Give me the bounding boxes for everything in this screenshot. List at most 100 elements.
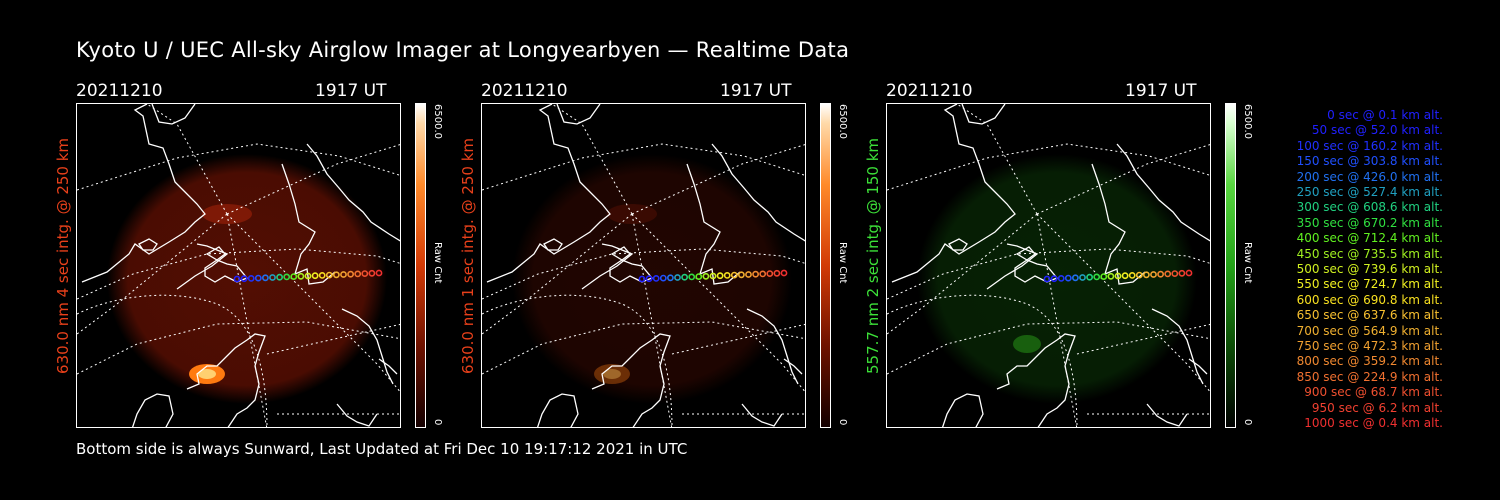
grid-line xyxy=(1036,213,1210,393)
track-point xyxy=(759,270,767,278)
panel-2-time: 1917 UT xyxy=(720,81,792,101)
grid-line xyxy=(482,213,633,335)
altitude-legend-row: 150 sec @ 303.8 km alt. xyxy=(1296,154,1443,169)
coastline xyxy=(591,333,671,427)
altitude-legend-row: 450 sec @ 735.5 km alt. xyxy=(1296,246,1443,261)
coastline xyxy=(610,246,631,261)
track-point xyxy=(652,274,660,282)
panel-1-time: 1917 UT xyxy=(315,81,387,101)
track-point xyxy=(1121,272,1129,280)
altitude-legend-row: 950 sec @ 6.2 km alt. xyxy=(1311,400,1443,415)
altitude-legend-row: 300 sec @ 608.6 km alt. xyxy=(1296,200,1443,215)
track-point xyxy=(297,272,305,280)
coastline xyxy=(1116,143,1210,242)
track-point xyxy=(361,270,369,277)
panel-3-colorbar xyxy=(1225,103,1236,428)
coastline xyxy=(1015,246,1036,261)
aurora-core xyxy=(603,369,621,379)
track-point xyxy=(254,274,262,282)
track-point xyxy=(1171,270,1179,277)
grid-line xyxy=(551,104,633,215)
coastline xyxy=(986,243,1039,290)
grid-line xyxy=(631,213,673,427)
grid-line xyxy=(226,213,268,427)
coastline xyxy=(138,238,158,251)
panel-2-map xyxy=(482,104,805,427)
track-point xyxy=(304,272,312,280)
grid-line xyxy=(887,143,1210,191)
coastline xyxy=(556,104,601,125)
panel-2-cbar-label: Raw Cnt xyxy=(837,242,848,284)
coastline xyxy=(536,393,579,427)
track-point xyxy=(1157,270,1164,278)
coastline xyxy=(281,163,336,285)
coastline xyxy=(378,358,398,375)
panel-3-cbar-max: 6500.0 xyxy=(1242,104,1253,139)
panel-1-ylabel: 630.0 nm 4 sec intg. @ 250 km xyxy=(54,137,72,374)
track-point xyxy=(1135,271,1143,279)
track-point xyxy=(1100,273,1108,280)
track-point xyxy=(1086,273,1093,281)
track-point xyxy=(1093,273,1101,281)
footer-note: Bottom side is always Sunward, Last Upda… xyxy=(76,440,688,458)
coastline xyxy=(151,104,196,125)
track-point xyxy=(1185,269,1193,277)
grid-line xyxy=(266,323,400,355)
grid-line xyxy=(226,144,400,215)
track-point xyxy=(773,269,781,277)
altitude-legend-row: 750 sec @ 472.3 km alt. xyxy=(1296,339,1443,353)
track-point xyxy=(1150,271,1157,278)
coastline xyxy=(746,308,799,385)
track-point xyxy=(645,275,653,283)
grid-line xyxy=(146,104,228,215)
track-point xyxy=(752,270,759,278)
coastline xyxy=(711,143,805,242)
panel-2-ylabel: 630.0 nm 1 sec intg. @ 250 km xyxy=(459,137,477,374)
coastline xyxy=(543,238,563,251)
track-point xyxy=(638,275,646,283)
grid-line xyxy=(482,143,805,191)
coastline xyxy=(686,163,741,285)
track-point xyxy=(674,274,681,281)
track-point xyxy=(681,273,688,281)
coastline xyxy=(186,333,266,427)
green-emission-spot xyxy=(1013,335,1041,353)
track-point xyxy=(290,273,298,280)
coastline xyxy=(581,243,634,290)
altitude-legend-row: 350 sec @ 670.2 km alt. xyxy=(1296,215,1443,230)
panel-3-map xyxy=(887,104,1210,427)
panel-3-ylabel: 557.7 nm 2 sec intg. @ 150 km xyxy=(864,137,882,374)
grid-line xyxy=(631,213,805,393)
track-point xyxy=(283,273,291,281)
track-point xyxy=(1128,271,1136,279)
track-point xyxy=(1057,274,1065,282)
track-point xyxy=(311,272,319,280)
coastline xyxy=(306,143,400,242)
track-point xyxy=(737,271,745,279)
track-point xyxy=(332,271,340,279)
altitude-legend-row: 700 sec @ 564.9 km alt. xyxy=(1296,323,1443,338)
coastline xyxy=(486,104,611,283)
altitude-legend-row: 1000 sec @ 0.4 km alt. xyxy=(1304,416,1443,430)
grid-line xyxy=(1076,323,1210,355)
track-point xyxy=(780,269,788,277)
airglow-image-panel-2 xyxy=(481,103,806,428)
altitude-legend-row: 0 sec @ 0.1 km alt. xyxy=(1327,108,1443,122)
panel-1-colorbar xyxy=(415,103,426,428)
coastline xyxy=(341,308,394,385)
panel-1-cbar-min: 0 xyxy=(432,419,443,426)
track-point xyxy=(702,272,710,280)
airglow-image-panel-1 xyxy=(76,103,401,428)
track-point xyxy=(318,271,326,279)
track-point xyxy=(375,269,383,277)
panel-3-cbar-label: Raw Cnt xyxy=(1242,242,1253,284)
panel-1-cbar-max: 6500.0 xyxy=(432,104,443,139)
panel-3-time: 1917 UT xyxy=(1125,81,1197,101)
track-point xyxy=(1178,269,1186,277)
track-point xyxy=(1079,274,1086,281)
grid-line xyxy=(956,104,1038,215)
grid-line xyxy=(887,321,1210,375)
altitude-legend-row: 200 sec @ 426.0 km alt. xyxy=(1296,169,1443,184)
panel-2-date: 20211210 xyxy=(481,81,568,101)
page-title: Kyoto U / UEC All-sky Airglow Imager at … xyxy=(76,38,850,62)
